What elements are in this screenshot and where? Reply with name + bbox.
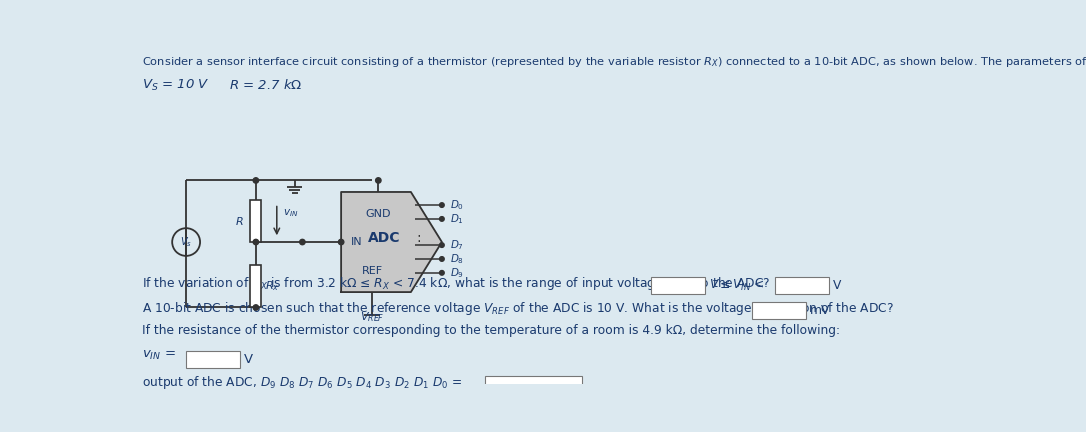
Text: $R$ = 2.7 k$\Omega$: $R$ = 2.7 k$\Omega$ <box>229 78 302 92</box>
Text: :: : <box>416 231 421 245</box>
Text: IN: IN <box>351 237 362 247</box>
Text: $v_{IN}$ =: $v_{IN}$ = <box>142 349 176 362</box>
Text: $R_x$: $R_x$ <box>265 280 279 293</box>
Text: $D_8$: $D_8$ <box>450 252 464 266</box>
Circle shape <box>440 243 444 248</box>
Text: V: V <box>833 280 842 292</box>
Text: V: V <box>244 353 253 366</box>
Text: mV: mV <box>810 304 831 317</box>
Polygon shape <box>341 192 442 292</box>
Text: Consider a sensor interface circuit consisting of a thermistor (represented by t: Consider a sensor interface circuit cons… <box>142 55 1086 69</box>
Text: $V_S$ = 10 V: $V_S$ = 10 V <box>142 78 210 93</box>
Bar <box>752 302 806 319</box>
Circle shape <box>339 239 344 245</box>
Bar <box>251 200 262 242</box>
Circle shape <box>253 178 258 183</box>
Text: $R$: $R$ <box>235 215 243 227</box>
Text: If the resistance of the thermistor corresponding to the temperature of a room i: If the resistance of the thermistor corr… <box>142 324 839 337</box>
Text: If the variation of $R_X$ is from 3.2 kΩ ≤ $R_X$ < 7.4 kΩ, what is the range of : If the variation of $R_X$ is from 3.2 kΩ… <box>142 275 770 292</box>
Text: $D_7$: $D_7$ <box>450 238 464 252</box>
Text: A 10-bit ADC is chosen such that the reference voltage $V_{REF}$ of the ADC is 1: A 10-bit ADC is chosen such that the ref… <box>142 300 894 317</box>
Text: GND: GND <box>366 209 391 219</box>
Bar <box>775 277 830 294</box>
Text: $D_1$: $D_1$ <box>450 212 464 226</box>
Circle shape <box>440 270 444 275</box>
Bar <box>484 376 582 393</box>
Bar <box>186 351 240 368</box>
Text: REF: REF <box>362 266 382 276</box>
Circle shape <box>440 257 444 261</box>
Text: ADC: ADC <box>367 231 400 245</box>
Text: $V_{REF}$: $V_{REF}$ <box>359 311 384 324</box>
Circle shape <box>376 178 381 183</box>
Circle shape <box>253 239 258 245</box>
Text: output of the ADC, $D_9$ $D_8$ $D_7$ $D_6$ $D_5$ $D_4$ $D_3$ $D_2$ $D_1$ $D_0$ =: output of the ADC, $D_9$ $D_8$ $D_7$ $D_… <box>142 374 463 391</box>
Circle shape <box>440 203 444 207</box>
Text: $v_{IN}$: $v_{IN}$ <box>283 207 299 219</box>
Circle shape <box>440 216 444 221</box>
Text: $D_9$: $D_9$ <box>450 266 464 280</box>
Circle shape <box>253 305 258 310</box>
Circle shape <box>300 239 305 245</box>
Text: $V \leq V_{IN}$ <: $V \leq V_{IN}$ < <box>709 278 766 293</box>
Text: $V_s$: $V_s$ <box>180 235 192 249</box>
Text: $D_0$: $D_0$ <box>450 198 464 212</box>
Bar <box>251 265 262 308</box>
Bar <box>652 277 706 294</box>
